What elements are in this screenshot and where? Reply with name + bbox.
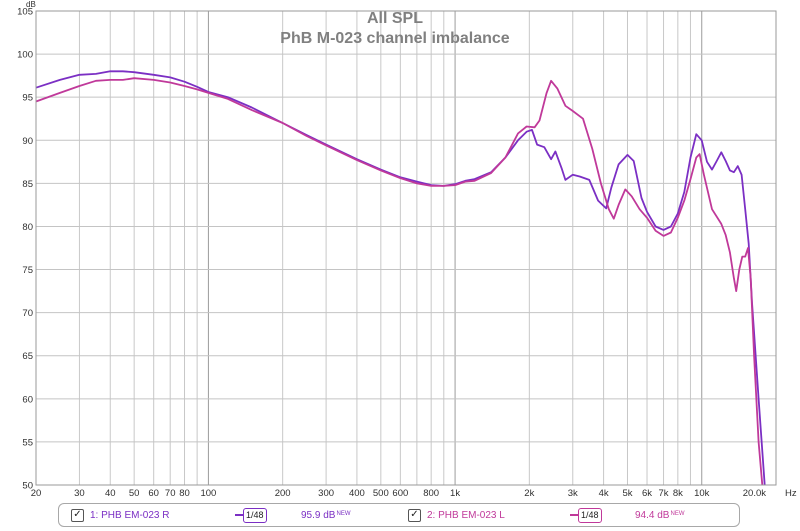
x-tick-label: 20.0k	[743, 488, 766, 499]
smoothing-control-series-1[interactable]: 1/48	[235, 507, 269, 523]
smoothing-value-series-2: 1/48	[581, 509, 599, 520]
spl-chart: 50 55 60 65 70 75 80 85 90 95 100 105 20 30 40 50 60 70 80…	[17, 0, 797, 500]
legend-item-series-1[interactable]: ✓ 1: PHB EM-023 R	[71, 504, 169, 526]
x-tick-label: 70	[165, 488, 176, 499]
x-tick-label: 100	[200, 488, 216, 499]
y-tick-label: 85	[22, 179, 33, 190]
legend-item-series-2[interactable]: ✓ 2: PHB EM-023 L	[408, 504, 505, 526]
checkbox-series-2[interactable]: ✓	[408, 508, 421, 522]
y-tick-label: 60	[22, 394, 33, 405]
x-tick-label: 600	[392, 488, 408, 499]
x-tick-label: 4k	[599, 488, 609, 499]
x-tick-label: 300	[318, 488, 334, 499]
chart-subtitle: PhB M-023 channel imbalance	[280, 30, 510, 47]
y-axis-unit: dB	[26, 0, 36, 9]
x-tick-label: 200	[275, 488, 291, 499]
legend-label-series-1: 1: PHB EM-023 R	[90, 509, 170, 521]
line-swatch-series-2	[570, 514, 578, 516]
line-swatch-series-1	[235, 514, 243, 516]
y-tick-label: 65	[22, 351, 33, 362]
chart-title: All SPL	[367, 10, 423, 27]
level-readout-series-2: 94.4 dB NEW	[635, 504, 684, 526]
x-tick-label: 3k	[568, 488, 578, 499]
x-tick-label: 60	[148, 488, 159, 499]
y-tick-label: 90	[22, 136, 33, 147]
x-tick-label: 40	[105, 488, 116, 499]
level-tag-series-2: NEW	[670, 511, 685, 517]
smoothing-value-series-1: 1/48	[246, 509, 264, 520]
x-tick-label: 7k	[659, 488, 669, 499]
series-lines	[35, 70, 766, 486]
checkbox-series-1[interactable]: ✓	[71, 508, 84, 522]
grid	[36, 11, 776, 485]
x-tick-label: 8k	[673, 488, 683, 499]
x-tick-label: 5k	[622, 488, 632, 499]
x-tick-label: 6k	[642, 488, 652, 499]
y-tick-label: 105	[17, 7, 33, 18]
y-tick-label: 70	[22, 308, 33, 319]
level-value-series-2: 94.4 dB	[635, 509, 670, 521]
series-line-1	[35, 70, 766, 486]
x-tick-label: 50	[129, 488, 140, 499]
legend-label-series-2: 2: PHB EM-023 L	[427, 509, 505, 521]
x-tick-label: 400	[349, 488, 365, 499]
x-axis-unit: Hz	[785, 488, 797, 499]
plot-frame	[35, 10, 777, 486]
y-tick-label: 75	[22, 265, 33, 276]
x-tick-label: 20	[31, 488, 42, 499]
x-tick-label: 80	[179, 488, 190, 499]
series-line-2	[35, 77, 764, 486]
smoothing-control-series-2[interactable]: 1/48	[570, 507, 604, 523]
x-tick-label: 500	[373, 488, 389, 499]
x-tick-label: 800	[423, 488, 439, 499]
x-tick-label: 1k	[450, 488, 460, 499]
x-tick-label: 10k	[694, 488, 710, 499]
x-tick-label: 30	[74, 488, 85, 499]
y-tick-label: 50	[22, 481, 33, 492]
level-value-series-1: 95.9 dB	[301, 509, 336, 521]
x-tick-label: 2k	[524, 488, 534, 499]
y-tick-label: 95	[22, 93, 33, 104]
y-tick-label: 55	[22, 437, 33, 448]
legend-bar: ✓ 1: PHB EM-023 R 1/48 95.9 dB NEW ✓ 2: P…	[58, 503, 740, 527]
level-tag-series-1: NEW	[336, 511, 351, 517]
smoothing-badge-series-2: 1/48	[578, 507, 602, 523]
y-tick-label: 100	[17, 50, 33, 61]
level-readout-series-1: 95.9 dB NEW	[301, 504, 350, 526]
smoothing-badge-series-1: 1/48	[243, 507, 267, 523]
y-tick-label: 80	[22, 222, 33, 233]
